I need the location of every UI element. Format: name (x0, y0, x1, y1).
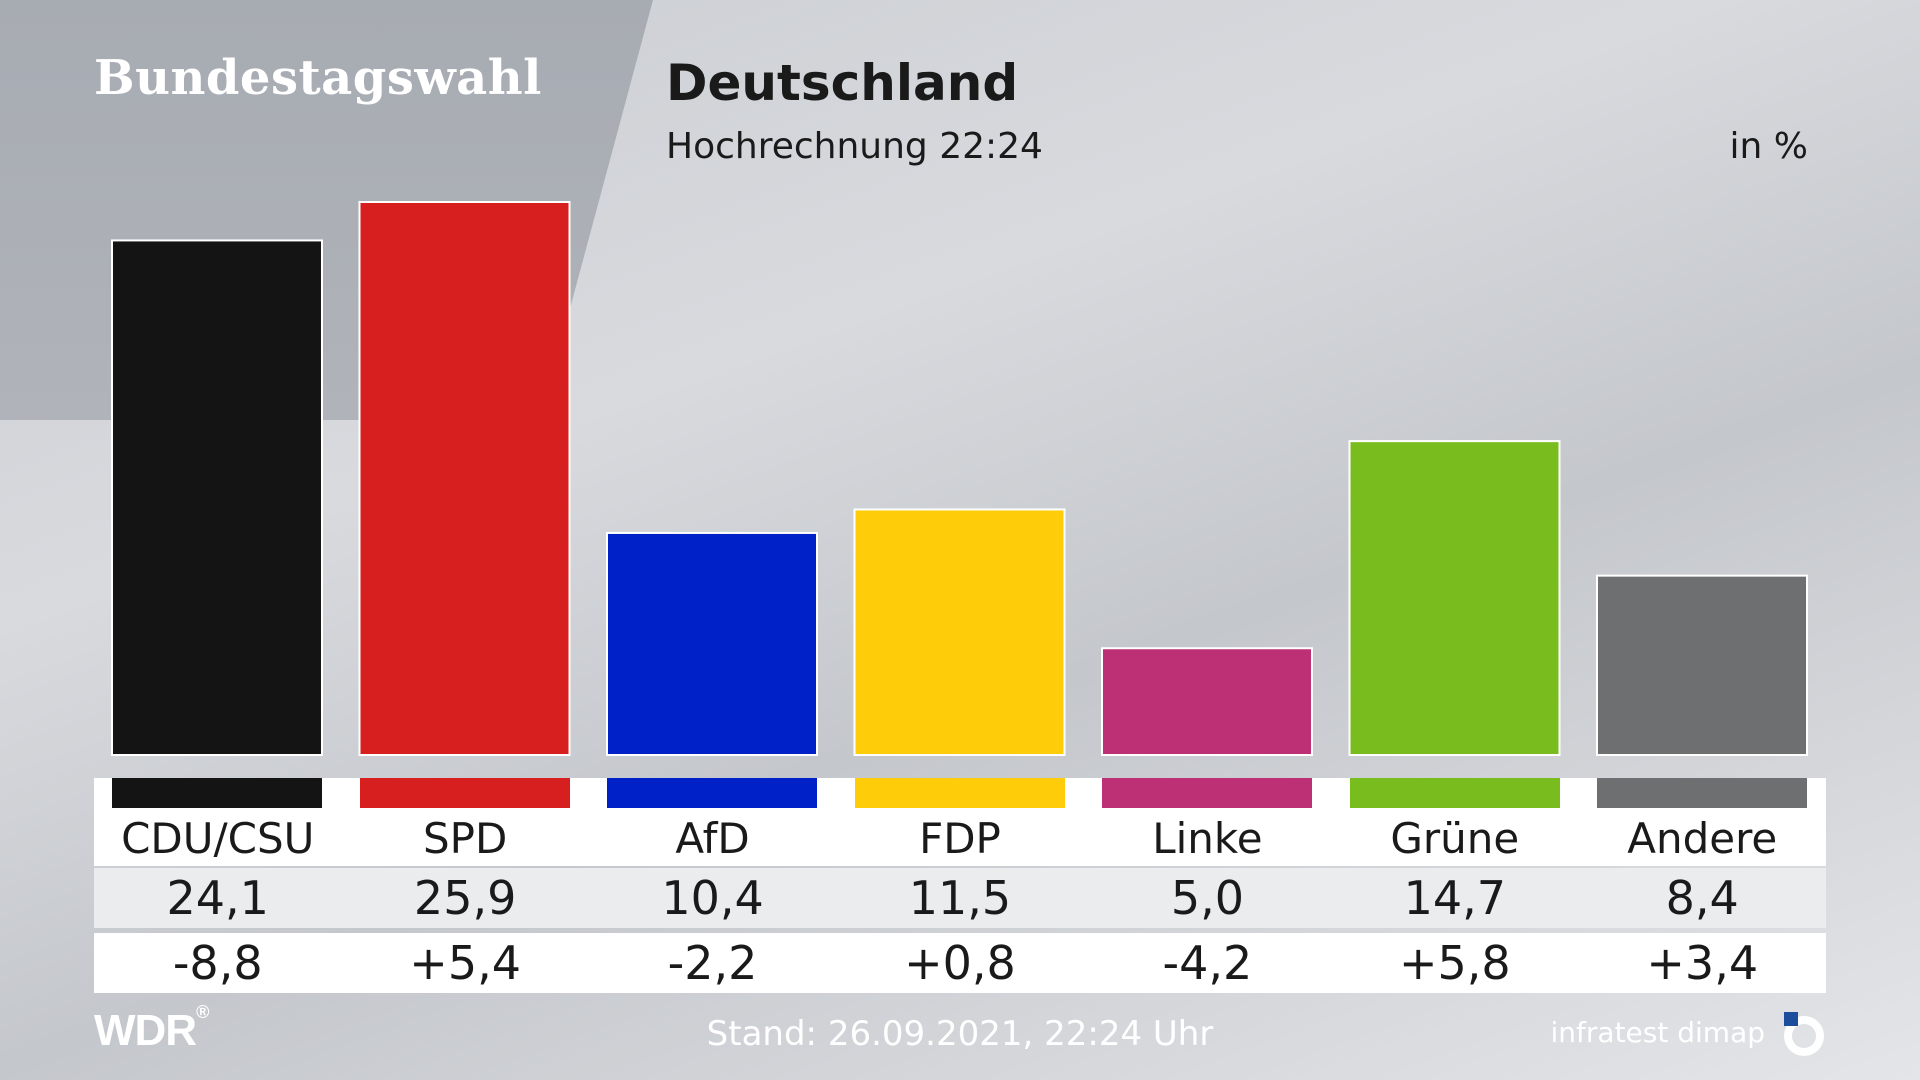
value-label-gr-ne: 14,7 (1403, 871, 1507, 925)
party-label-spd: SPD (422, 813, 508, 863)
swatch-linke (1102, 778, 1312, 808)
party-label-gr-ne: Grüne (1390, 813, 1520, 863)
bar-cdu-csu (111, 239, 323, 756)
change-label-andere: +3,4 (1646, 936, 1759, 990)
change-label-spd: +5,4 (409, 936, 521, 990)
chart-title: Deutschland (666, 54, 1019, 112)
change-label-fdp: +0,8 (904, 936, 1016, 990)
value-label-fdp: 11,5 (908, 871, 1012, 925)
source-label: infratest dimap (1550, 1016, 1765, 1049)
party-label-linke: Linke (1152, 813, 1263, 863)
party-label-fdp: FDP (919, 813, 1001, 863)
bar-linke (1101, 647, 1313, 756)
change-label-gr-ne: +5,8 (1398, 936, 1511, 990)
bar-afd (606, 531, 818, 756)
wdr-logo-text: WDR (94, 1006, 197, 1055)
infratest-dimap-logo-icon (1784, 1012, 1824, 1056)
value-label-cdu-csu: 24,1 (166, 871, 269, 925)
vote-share-row: 24,1 25,9 10,4 11,5 5,0 14,7 8,4 (94, 868, 1826, 928)
party-name-row: CDU/CSU SPD AfD FDP Linke Grüne Andere (94, 810, 1826, 866)
swatch-spd (359, 778, 570, 808)
swatch-gr-ne (1349, 778, 1560, 808)
unit-label: in % (1729, 126, 1808, 167)
chart-subtitle: Hochrechnung 22:24 (666, 126, 1043, 167)
swatch-fdp (854, 778, 1065, 808)
swatch-afd (607, 778, 817, 808)
swatch-andere (1597, 778, 1807, 808)
change-label-afd: -2,2 (667, 936, 758, 990)
bar-andere (1596, 574, 1808, 756)
bar-spd (358, 201, 571, 756)
results-table: CDU/CSU SPD AfD FDP Linke Grüne Andere 24,1 25,… (94, 778, 1826, 994)
registered-mark-icon: ® (196, 1002, 209, 1022)
footer-status: Stand: 26.09.2021, 22:24 Uhr (706, 1014, 1214, 1054)
color-swatch-row (94, 778, 1826, 810)
value-label-afd: 10,4 (661, 871, 764, 925)
bar-chart (111, 201, 1808, 757)
value-label-linke: 5,0 (1170, 871, 1244, 925)
bar-gr-ne (1348, 440, 1561, 756)
swatch-cdu-csu (112, 778, 322, 808)
wdr-logo: WDR® (94, 1002, 209, 1056)
change-row: -8,8 +5,4 -2,2 +0,8 -4,2 +5,8 +3,4 (94, 933, 1826, 993)
party-label-afd: AfD (675, 813, 750, 863)
bar-fdp (853, 508, 1066, 757)
change-label-cdu-csu: -8,8 (172, 936, 263, 990)
change-label-linke: -4,2 (1162, 936, 1253, 990)
value-label-spd: 25,9 (413, 871, 517, 925)
party-label-cdu-csu: CDU/CSU (121, 813, 315, 863)
site-title: Bundestagswahl (94, 50, 542, 106)
party-label-andere: Andere (1627, 813, 1778, 863)
value-label-andere: 8,4 (1665, 871, 1739, 925)
